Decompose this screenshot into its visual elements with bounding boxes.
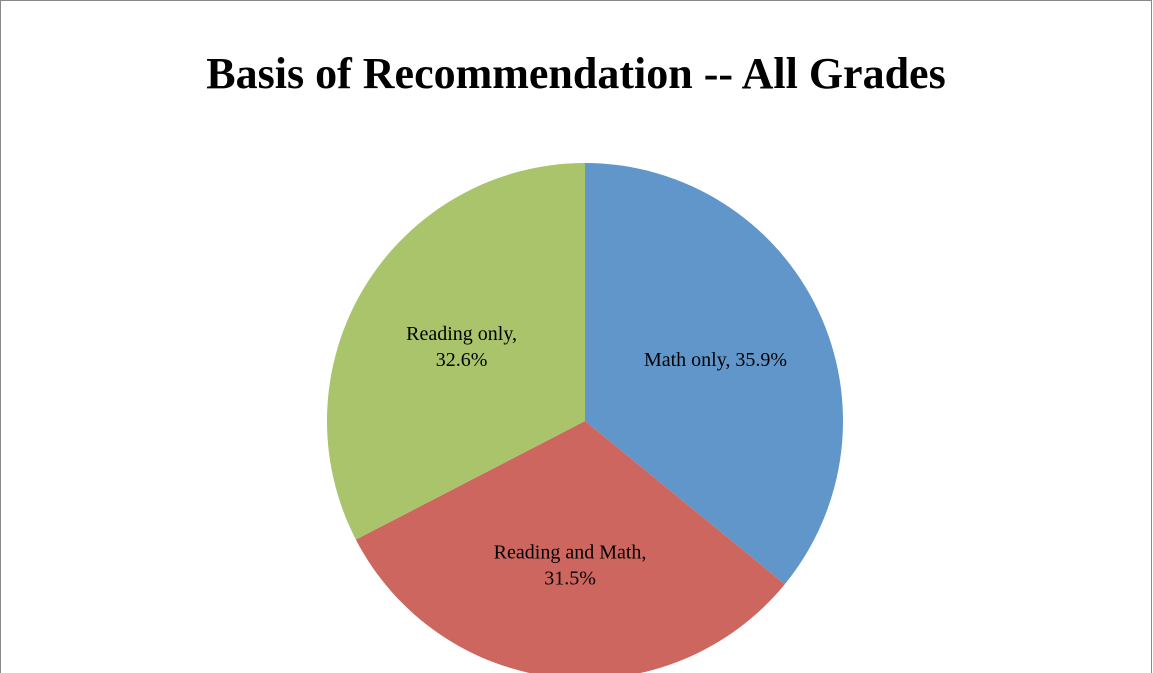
pie-slice — [355, 421, 785, 673]
pie-slice — [585, 163, 844, 585]
pie — [327, 163, 844, 673]
chart-title: Basis of Recommendation -- All Grades — [206, 49, 945, 98]
pie-slice — [327, 163, 585, 540]
data-label: Reading only, 32.6% — [406, 323, 517, 371]
data-labels: Math only, 35.9% Reading and Math, 31.5% Re… — [406, 323, 787, 590]
data-label: Math only, 35.9% — [644, 349, 787, 371]
data-label: Reading and Math, 31.5% — [494, 542, 647, 590]
